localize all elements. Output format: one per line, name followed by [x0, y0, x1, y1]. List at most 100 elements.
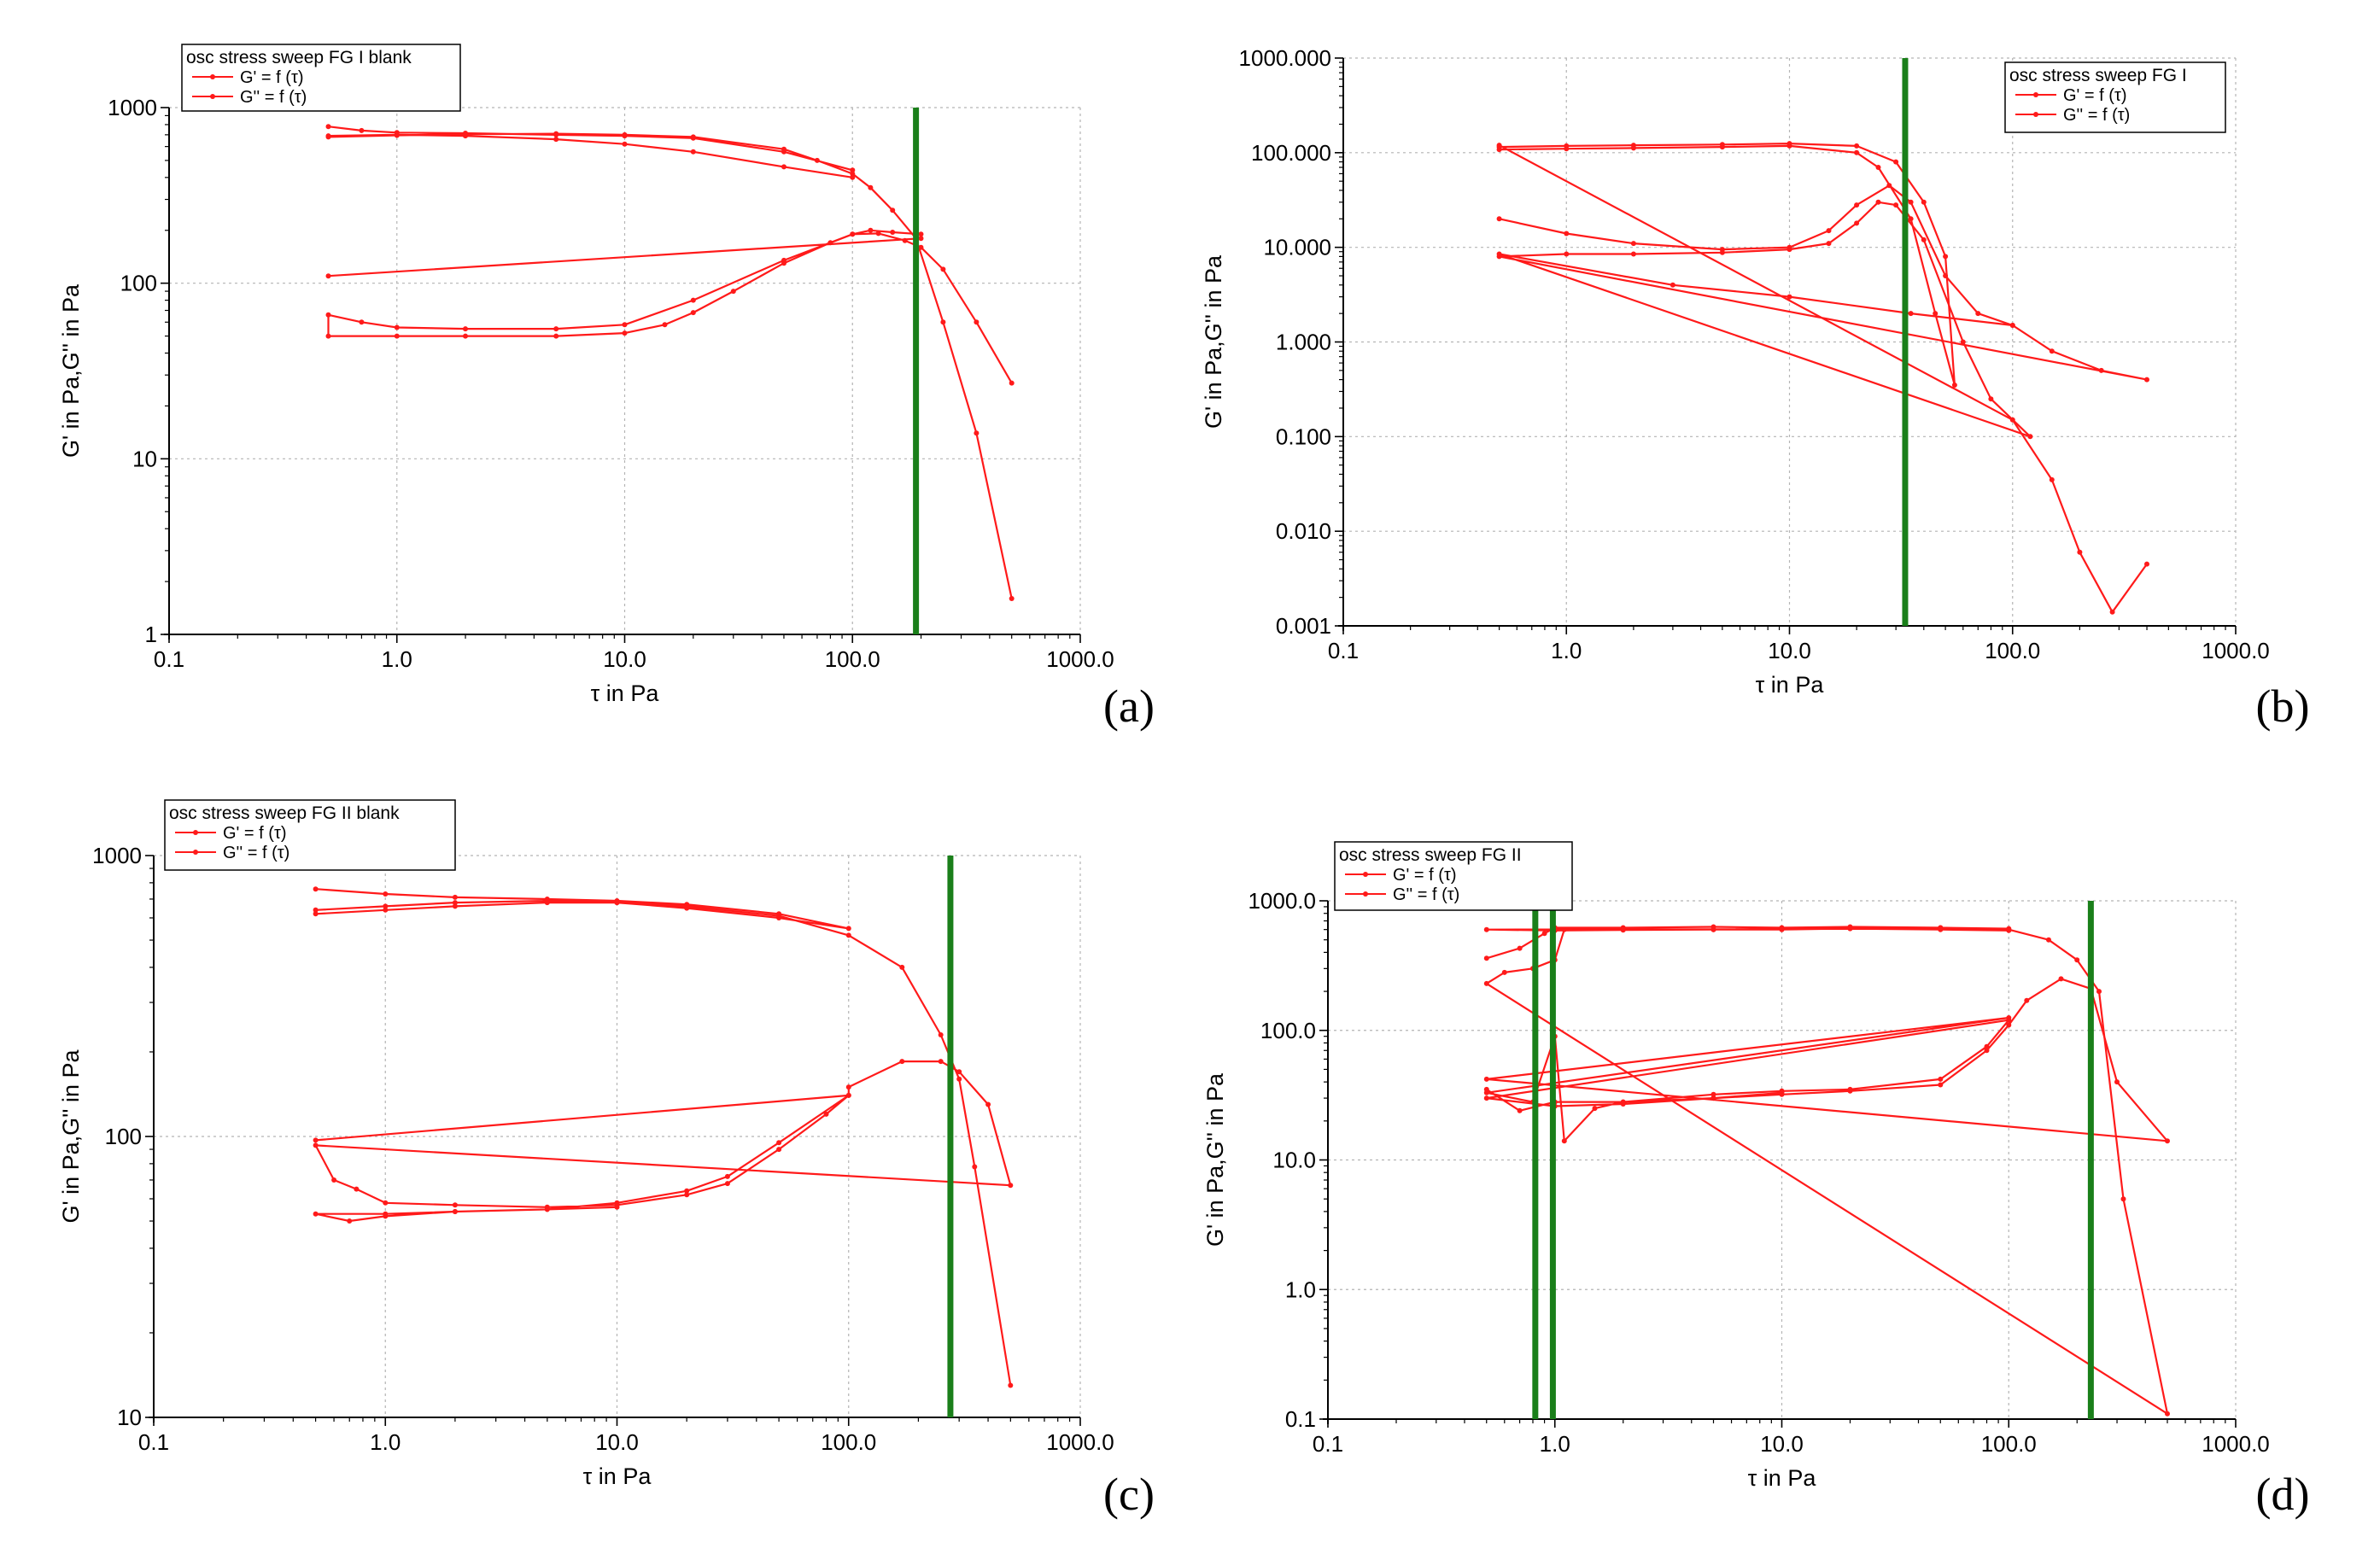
data-point	[1875, 199, 1881, 205]
data-point	[938, 1032, 944, 1037]
data-point	[956, 1076, 962, 1082]
x-tick-label: 0.1	[1313, 1431, 1343, 1457]
data-point	[383, 1213, 389, 1219]
chart-panel-4: 0.1 1.0 10.0 100.0 1000.0 0.1 1.0 10.0 100.0 1000…	[1202, 841, 2309, 1520]
data-point	[850, 231, 856, 237]
data-point	[1847, 926, 1853, 932]
data-point	[463, 333, 468, 339]
data-point	[452, 1202, 458, 1208]
data-point	[1670, 282, 1675, 288]
data-point	[1630, 241, 1636, 247]
data-point	[684, 1192, 690, 1198]
data-point	[2027, 434, 2033, 440]
legend-entry: G'' = f (τ)	[1393, 885, 1459, 904]
data-point	[918, 231, 924, 237]
data-point	[1496, 147, 1502, 153]
data-point	[452, 900, 458, 906]
data-point	[313, 911, 319, 917]
data-point	[1854, 202, 1860, 208]
data-point	[383, 891, 389, 897]
data-point	[823, 1111, 829, 1117]
series-g-double-prime-line	[314, 1060, 1012, 1223]
data-point	[1854, 143, 1860, 149]
x-tick-label: 10.0	[595, 1429, 639, 1455]
data-point	[730, 289, 736, 295]
legend-marker	[2033, 112, 2038, 117]
data-point	[1719, 249, 1725, 255]
data-point	[394, 333, 400, 339]
data-point	[553, 137, 559, 143]
legend-entry: G'' = f (τ)	[223, 844, 289, 862]
chart-panel-2: 0.1 1.0 10.0 100.0 1000.0 0.001 0.010 0.100 1.00…	[1201, 45, 2309, 732]
data-point	[1943, 273, 1949, 278]
data-point	[1483, 1090, 1489, 1095]
data-point	[776, 913, 782, 919]
data-point	[1710, 1091, 1716, 1097]
data-point	[1786, 247, 1792, 253]
chart-panel-1: 0.1 1.0 10.0 100.0 1000.0 1 10 100 1000 τ in Pa G'…	[58, 44, 1155, 732]
data-point	[776, 1147, 782, 1153]
data-point	[1483, 980, 1489, 986]
data-point	[553, 131, 559, 137]
data-point	[325, 273, 331, 279]
data-point	[1984, 1048, 1990, 1054]
data-point	[1008, 1183, 1014, 1189]
data-point	[622, 330, 628, 336]
data-point	[1826, 241, 1832, 247]
data-point	[1592, 1106, 1598, 1112]
data-point	[1541, 931, 1547, 937]
x-tick-label: 1000.0	[2202, 1431, 2270, 1457]
y-tick-label: 100.0	[1260, 1018, 1316, 1043]
data-point	[1620, 927, 1626, 933]
y-axis-label: G' in Pa,G'' in Pa	[58, 1049, 84, 1223]
data-point	[1483, 1095, 1489, 1101]
panel-label: (c)	[1103, 1469, 1155, 1520]
y-tick-label: 1	[145, 622, 157, 647]
data-point	[354, 1186, 360, 1192]
data-point	[325, 124, 331, 130]
data-point	[1710, 1095, 1716, 1101]
data-point	[313, 1142, 319, 1148]
data-point	[1564, 231, 1570, 237]
x-tick-label: 10.0	[1760, 1431, 1804, 1457]
data-point	[899, 1059, 905, 1065]
data-point	[2144, 377, 2149, 383]
legend-marker	[2033, 92, 2038, 97]
data-point	[1483, 1076, 1489, 1082]
data-point	[690, 134, 696, 140]
legend-entry: G' = f (τ)	[1393, 866, 1457, 885]
data-point	[1943, 254, 1949, 260]
data-point	[918, 244, 924, 250]
data-point	[724, 1181, 730, 1187]
data-point	[463, 131, 468, 137]
x-tick-label: 1000.0	[1046, 1429, 1114, 1455]
data-point	[938, 1059, 944, 1065]
data-point	[313, 1137, 319, 1143]
data-point	[940, 266, 946, 272]
data-point	[1620, 1101, 1626, 1107]
data-point	[1938, 1076, 1944, 1082]
data-point	[614, 900, 620, 906]
data-point	[940, 319, 946, 325]
x-tick-label: 1000.0	[2202, 638, 2270, 663]
data-point	[325, 333, 331, 339]
data-point	[902, 237, 908, 243]
data-point	[2120, 1196, 2126, 1202]
data-point	[827, 240, 833, 246]
chart-panel-3: 0.1 1.0 10.0 100.0 1000.0 10 100 1000 τ in Pa G' …	[58, 799, 1155, 1520]
legend-entry: G' = f (τ)	[240, 68, 304, 87]
data-point	[2098, 367, 2104, 373]
data-point	[463, 326, 468, 332]
data-point	[452, 894, 458, 900]
y-tick-label: 0.001	[1276, 613, 1331, 639]
data-point	[544, 900, 550, 906]
data-point	[1483, 926, 1489, 932]
data-point	[544, 1206, 550, 1212]
data-point	[850, 171, 856, 177]
data-point	[1517, 1107, 1523, 1113]
data-point	[452, 1209, 458, 1214]
data-point	[1975, 311, 1981, 317]
x-tick-label: 1.0	[370, 1429, 401, 1455]
